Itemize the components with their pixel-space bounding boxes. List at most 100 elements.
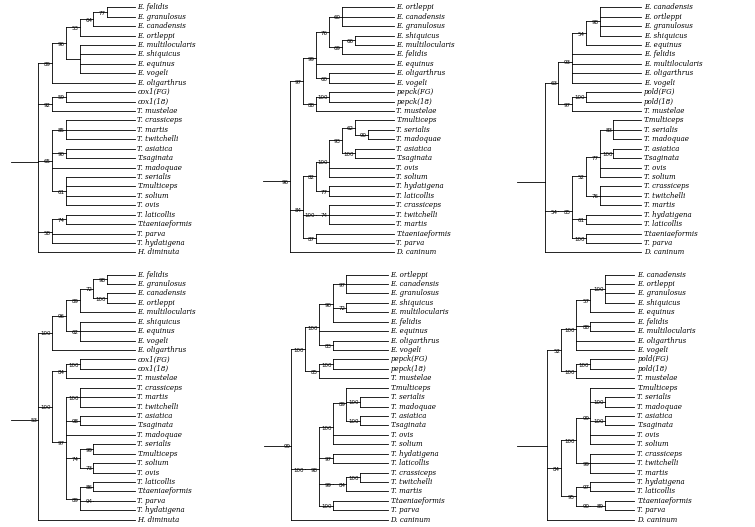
Text: T. ovis: T. ovis <box>390 431 413 439</box>
Text: 98: 98 <box>72 419 79 424</box>
Text: T.saginata: T.saginata <box>637 422 673 430</box>
Text: 61: 61 <box>578 218 585 223</box>
Text: pold(18): pold(18) <box>637 365 667 373</box>
Text: T. twitchelli: T. twitchelli <box>137 403 179 411</box>
Text: T. crassiceps: T. crassiceps <box>396 201 442 209</box>
Text: E. canadensis: E. canadensis <box>390 280 439 288</box>
Text: 88: 88 <box>582 325 590 330</box>
Text: 77: 77 <box>592 155 599 161</box>
Text: 89: 89 <box>72 299 79 304</box>
Text: 77: 77 <box>321 190 328 195</box>
Text: T. ovis: T. ovis <box>137 201 159 209</box>
Text: T.multiceps: T.multiceps <box>644 116 684 124</box>
Text: 89: 89 <box>72 498 79 503</box>
Text: T. hydatigena: T. hydatigena <box>396 182 444 190</box>
Text: 100: 100 <box>317 160 328 165</box>
Text: D. caninum: D. caninum <box>390 515 431 524</box>
Text: T.multiceps: T.multiceps <box>396 116 437 124</box>
Text: E. equinus: E. equinus <box>137 327 175 335</box>
Text: E. oligarthrus: E. oligarthrus <box>637 337 686 345</box>
Text: 100: 100 <box>349 401 359 405</box>
Text: T.taeniaeformis: T.taeniaeformis <box>396 230 451 238</box>
Text: T. parva: T. parva <box>390 506 419 514</box>
Text: E. multilocularis: E. multilocularis <box>137 308 196 316</box>
Text: 99: 99 <box>283 444 290 450</box>
Text: T. solium: T. solium <box>137 192 169 200</box>
Text: 96: 96 <box>57 42 65 47</box>
Text: 83: 83 <box>325 344 331 349</box>
Text: T.saginata: T.saginata <box>644 154 680 162</box>
Text: E. ortleppi: E. ortleppi <box>637 280 675 288</box>
Text: 100: 100 <box>304 213 315 218</box>
Text: T. parva: T. parva <box>137 230 165 238</box>
Text: 66: 66 <box>347 39 353 44</box>
Text: T. solium: T. solium <box>396 173 428 181</box>
Text: 54: 54 <box>550 210 557 215</box>
Text: 92: 92 <box>44 103 51 108</box>
Text: E. vogeli: E. vogeli <box>644 79 675 87</box>
Text: T. twitchelli: T. twitchelli <box>644 192 685 200</box>
Text: E. vogeli: E. vogeli <box>637 346 668 354</box>
Text: T.multiceps: T.multiceps <box>137 182 178 190</box>
Text: 74: 74 <box>72 457 79 462</box>
Text: 100: 100 <box>349 419 359 424</box>
Text: E. felidis: E. felidis <box>396 51 427 58</box>
Text: 93: 93 <box>564 60 571 65</box>
Text: T.saginata: T.saginata <box>390 422 427 430</box>
Text: 59: 59 <box>57 95 65 101</box>
Text: E. felidis: E. felidis <box>637 318 668 326</box>
Text: T. madoquae: T. madoquae <box>137 163 182 172</box>
Text: 89: 89 <box>338 402 345 407</box>
Text: T. madoquae: T. madoquae <box>644 135 689 143</box>
Text: 97: 97 <box>564 103 571 108</box>
Text: 100: 100 <box>593 419 604 424</box>
Text: T. solium: T. solium <box>137 459 169 467</box>
Text: 98: 98 <box>592 20 599 25</box>
Text: T. mustelae: T. mustelae <box>396 107 437 115</box>
Text: 65: 65 <box>44 159 51 164</box>
Text: 85: 85 <box>57 129 65 133</box>
Text: 96: 96 <box>57 315 65 319</box>
Text: 100: 100 <box>564 328 575 333</box>
Text: 63: 63 <box>550 81 557 86</box>
Text: T. martis: T. martis <box>137 126 168 134</box>
Text: E. multilocularis: E. multilocularis <box>637 327 696 335</box>
Text: T. madoquae: T. madoquae <box>137 431 182 439</box>
Text: 72: 72 <box>338 306 345 311</box>
Text: E. shiquicus: E. shiquicus <box>644 32 687 40</box>
Text: D. caninum: D. caninum <box>396 248 436 257</box>
Text: 85: 85 <box>564 210 571 215</box>
Text: E. multilocularis: E. multilocularis <box>137 41 196 49</box>
Text: T. asiatica: T. asiatica <box>637 412 673 420</box>
Text: T. asiatica: T. asiatica <box>137 412 173 420</box>
Text: 62: 62 <box>347 126 353 131</box>
Text: T. crassiceps: T. crassiceps <box>644 182 689 190</box>
Text: E. equinus: E. equinus <box>637 308 675 316</box>
Text: E. canadensis: E. canadensis <box>396 13 445 21</box>
Text: T. laticollis: T. laticollis <box>644 220 682 228</box>
Text: 100: 100 <box>321 363 331 368</box>
Text: E. felidis: E. felidis <box>137 3 168 12</box>
Text: T. martis: T. martis <box>644 201 675 209</box>
Text: 60: 60 <box>334 15 341 21</box>
Text: 53: 53 <box>72 26 79 31</box>
Text: E. granulosus: E. granulosus <box>637 289 686 297</box>
Text: 84: 84 <box>57 370 65 375</box>
Text: T. asiatica: T. asiatica <box>396 145 432 153</box>
Text: E. ortleppi: E. ortleppi <box>390 270 428 279</box>
Text: D. caninum: D. caninum <box>637 515 677 524</box>
Text: 97: 97 <box>582 485 590 490</box>
Text: E. granulosus: E. granulosus <box>644 22 692 30</box>
Text: T. asiatica: T. asiatica <box>390 412 426 420</box>
Text: 99: 99 <box>85 447 92 453</box>
Text: T. mustelae: T. mustelae <box>637 374 678 382</box>
Text: E. felidis: E. felidis <box>137 270 168 279</box>
Text: 100: 100 <box>294 467 304 473</box>
Text: 62: 62 <box>72 330 79 335</box>
Text: H. diminuta: H. diminuta <box>137 515 180 524</box>
Text: 83: 83 <box>606 129 612 133</box>
Text: T. ovis: T. ovis <box>644 163 666 172</box>
Text: T. parva: T. parva <box>396 239 424 247</box>
Text: T.taeniaeformis: T.taeniaeformis <box>637 497 692 505</box>
Text: T. mustelae: T. mustelae <box>137 107 177 115</box>
